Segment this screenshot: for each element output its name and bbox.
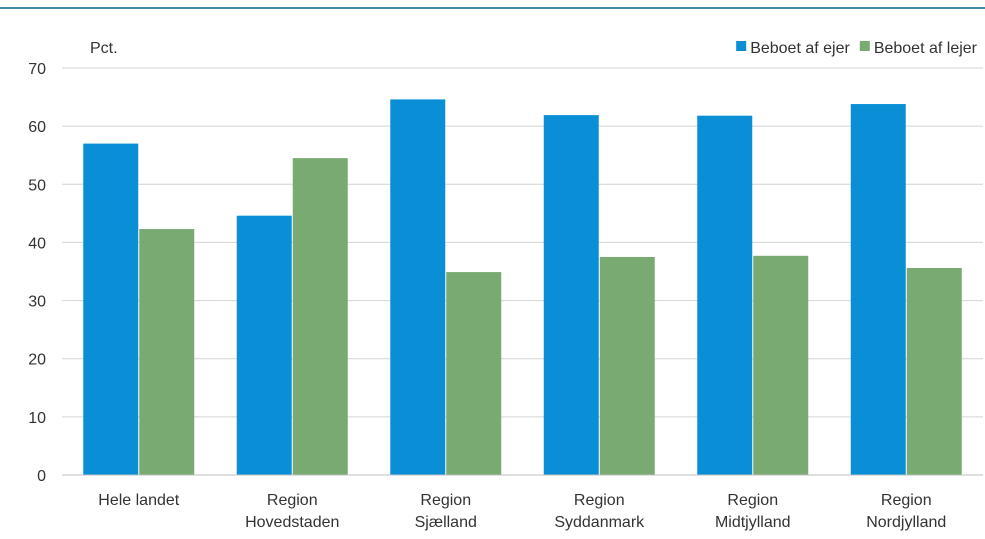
y-tick-label: 40: [28, 235, 46, 252]
bar-ejer: [236, 215, 292, 475]
y-tick-label: 70: [28, 61, 46, 78]
legend-label: Beboet af lejer: [874, 40, 978, 57]
bar-lejer: [139, 229, 195, 475]
x-category-label: Midtjylland: [715, 514, 791, 531]
x-category-label: Nordjylland: [866, 514, 946, 531]
legend-swatch: [859, 41, 870, 51]
bar-ejer: [83, 143, 139, 476]
x-category-label: Sjælland: [415, 514, 477, 531]
y-tick-label: 50: [28, 177, 46, 194]
title-rule: [0, 7, 985, 9]
bar-lejer: [292, 158, 348, 475]
x-category-label: Region: [574, 492, 625, 509]
x-category-label: Region: [727, 492, 778, 509]
y-tick-label: 30: [28, 294, 46, 311]
y-tick-label: 10: [28, 410, 46, 427]
x-category-label: Region: [881, 492, 932, 509]
y-tick-label: 0: [37, 468, 46, 485]
y-unit-label: Pct.: [90, 40, 118, 57]
bar-lejer: [599, 256, 655, 475]
bars: [83, 99, 962, 476]
y-tick-label: 20: [28, 352, 46, 369]
bar-lejer: [753, 255, 809, 475]
y-axis-ticks: 0 10 20 30 40 50 60 70: [28, 61, 46, 485]
legend-swatch: [736, 41, 747, 51]
legend-label: Beboet af ejer: [750, 40, 850, 57]
bar-ejer: [850, 104, 906, 475]
x-category-label: Hele landet: [98, 492, 180, 509]
x-category-label: Syddanmark: [554, 514, 645, 531]
x-axis-labels: Hele landet Region Hovedstaden Region Sjælla…: [98, 492, 946, 531]
bar-ejer: [543, 115, 599, 476]
bar-ejer: [390, 99, 446, 475]
bar-lejer: [906, 268, 962, 475]
y-tick-label: 60: [28, 119, 46, 136]
x-category-label: Region: [267, 492, 318, 509]
gridlines: [62, 67, 983, 418]
bar-ejer: [697, 115, 753, 476]
legend: Beboet af lejer Beboet af ejer: [736, 40, 978, 57]
x-category-label: Hovedstaden: [245, 514, 339, 531]
bar-lejer: [446, 272, 502, 475]
x-category-label: Region: [420, 492, 471, 509]
